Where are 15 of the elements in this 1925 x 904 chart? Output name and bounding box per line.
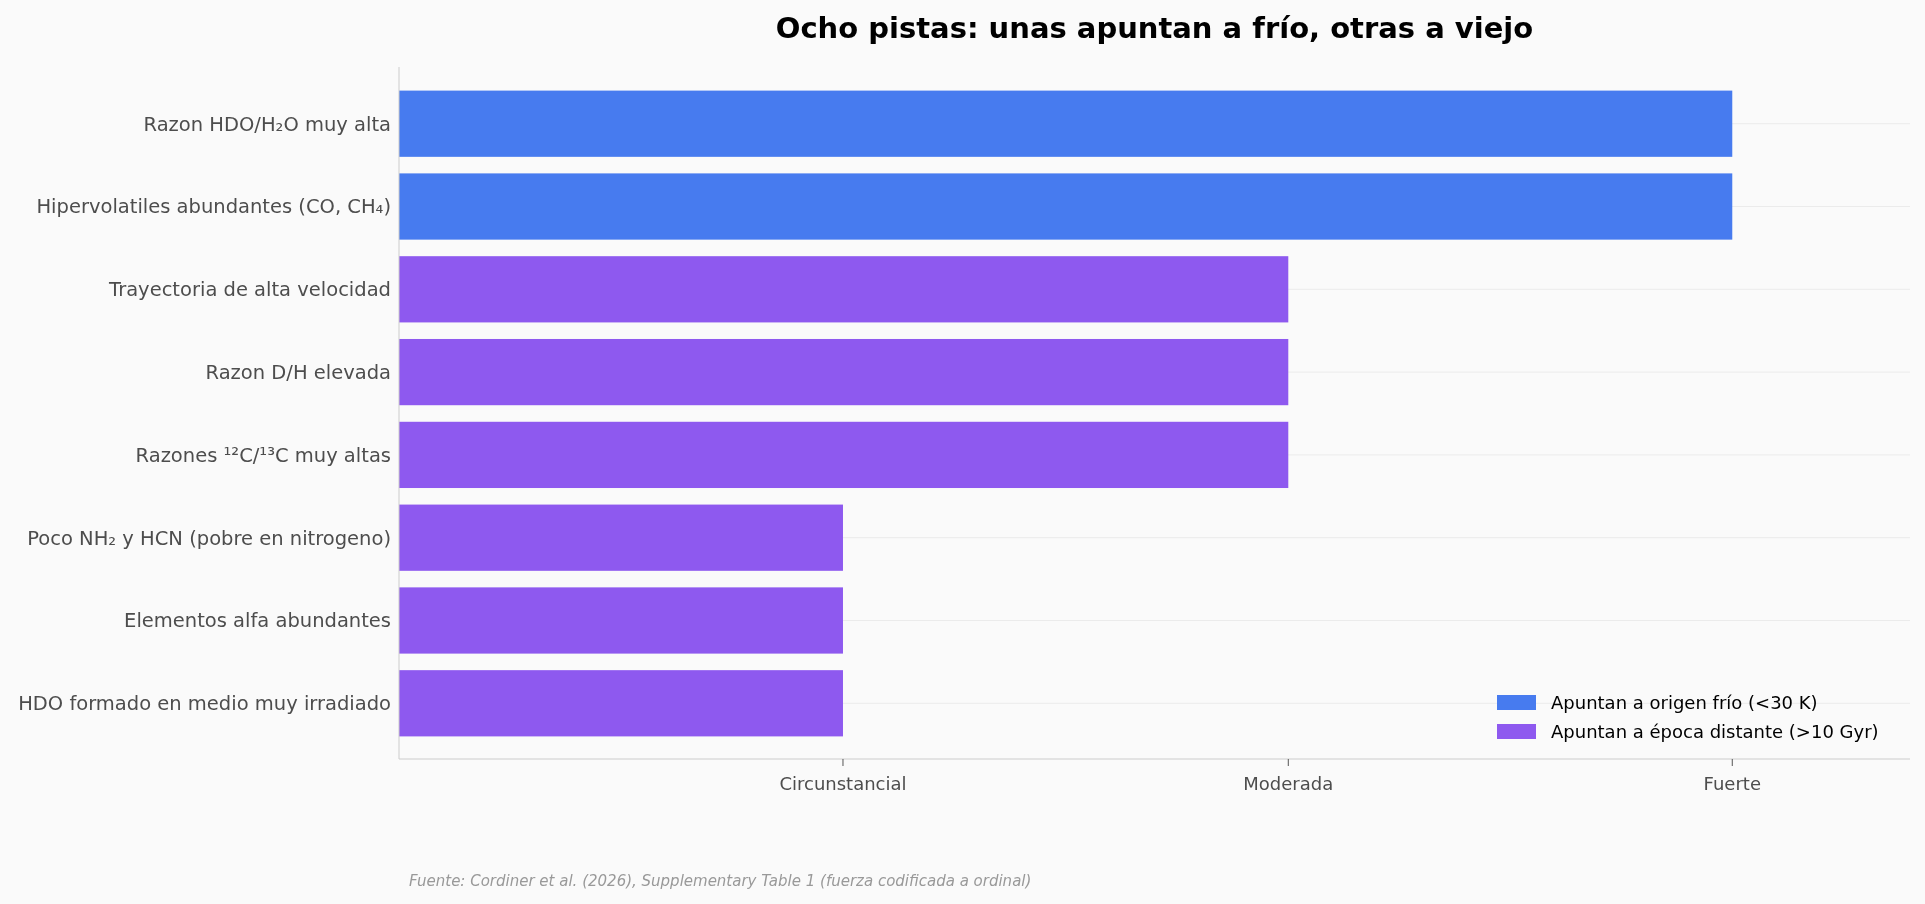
chart-title: Ocho pistas: unas apuntan a frío, otras a viejo [775, 11, 1534, 45]
y-tick-label: Razon HDO/H₂O muy alta [143, 112, 391, 136]
legend-label: Apuntan a época distante (>10 Gyr) [1551, 721, 1879, 743]
y-tick-label: Hipervolatiles abundantes (CO, CH₄) [36, 195, 391, 219]
legend-label: Apuntan a origen frío (<30 K) [1551, 692, 1818, 714]
annotation: Moderada [1243, 773, 1334, 794]
source-note: Fuente: Cordiner et al. (2026), Supplementary Table 1 (fuerza codificada a ordinal) [409, 872, 1032, 890]
y-tick-label: Trayectoria de alta velocidad [108, 278, 391, 302]
y-tick-label: HDO formado en medio muy irradiado [18, 692, 391, 716]
annotation: Circunstancial [779, 773, 907, 794]
annotation: Fuerte [1703, 773, 1761, 794]
y-tick-label: Razon D/H elevada [205, 360, 391, 384]
y-tick-label: Razones ¹²C/¹³C muy altas [135, 443, 391, 467]
y-tick-label: Elementos alfa abundantes [124, 609, 391, 633]
y-tick-label: Poco NH₂ y HCN (pobre en nitrogeno) [27, 526, 391, 550]
